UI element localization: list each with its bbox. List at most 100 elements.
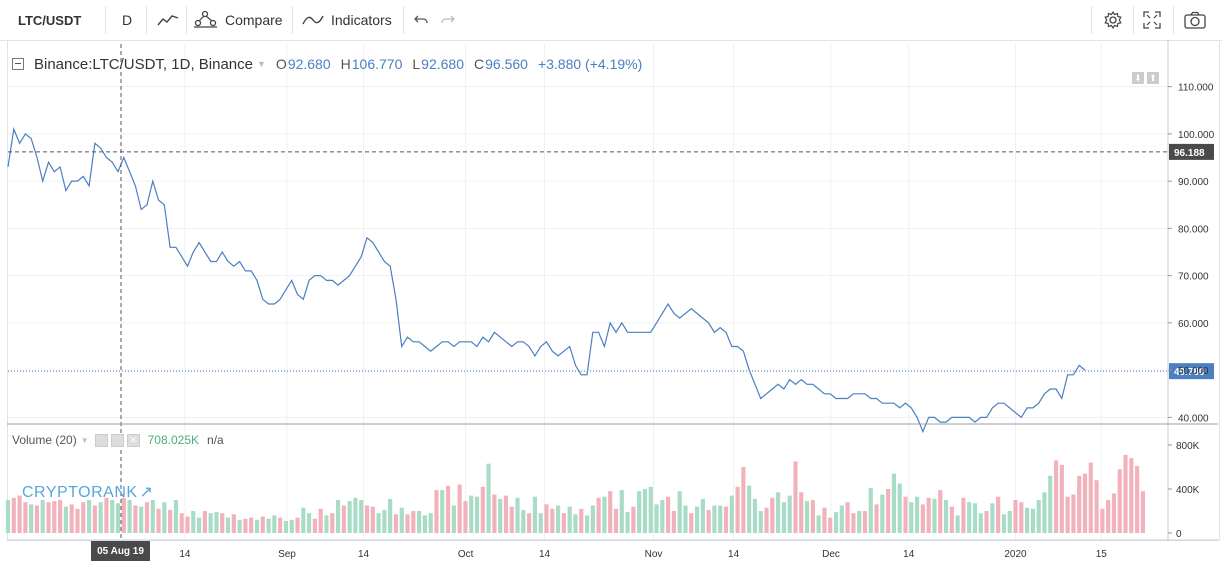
- settings-icon[interactable]: [110, 433, 124, 447]
- volume-bar: [706, 509, 711, 533]
- undo-icon: [414, 15, 428, 24]
- volume-bar: [179, 513, 184, 533]
- volume-bar: [46, 502, 51, 533]
- chart-axes: 110.000 100.000 90.000 80.000 70.000 60.000 50…: [7, 40, 1218, 560]
- volume-bar: [694, 506, 700, 533]
- volume-bar: [393, 514, 399, 533]
- volume-bar: [1117, 469, 1122, 533]
- price-tick-label: 50.000: [1178, 366, 1209, 377]
- volume-tick-label: 800K: [1176, 441, 1200, 452]
- volume-bar: [434, 490, 439, 533]
- volume-bar: [886, 489, 891, 533]
- high-value: 106.770: [351, 56, 403, 72]
- time-tick-label: 15: [1096, 549, 1108, 560]
- main-legend: Binance:LTC/USDT, 1D, Binance ▼ O 92.680 …: [12, 54, 642, 74]
- close-icon[interactable]: ✕: [126, 433, 140, 447]
- volume-bar: [804, 501, 810, 533]
- collapse-legend-icon[interactable]: [12, 58, 24, 70]
- chart-style-button[interactable]: [157, 0, 179, 40]
- legend-symbol-title[interactable]: Binance:LTC/USDT, 1D, Binance: [34, 55, 253, 73]
- volume-bar: [150, 500, 155, 533]
- volume-bar: [121, 497, 126, 533]
- time-tick-label: 14: [728, 549, 740, 560]
- volume-bar: [799, 492, 804, 533]
- volume-bar: [839, 505, 844, 533]
- volume-bar: [364, 505, 370, 533]
- volume-bar: [260, 516, 265, 533]
- volume-bar: [29, 504, 34, 533]
- volume-bar: [897, 483, 902, 533]
- volume-bar: [237, 519, 242, 533]
- interval-button[interactable]: D: [122, 12, 133, 28]
- volume-bar: [307, 513, 312, 533]
- volume-bars: [5, 454, 1145, 533]
- symbol-button[interactable]: LTC/USDT: [18, 12, 82, 28]
- volume-bar: [225, 517, 231, 533]
- time-tick-label: 14: [358, 549, 370, 560]
- volume-bar: [596, 497, 601, 533]
- eye-icon[interactable]: [94, 433, 108, 447]
- volume-bar: [1094, 480, 1099, 533]
- volume-bar: [1111, 493, 1117, 533]
- volume-bar: [718, 505, 723, 533]
- volume-bar: [967, 502, 972, 533]
- indicators-icon: [302, 15, 324, 25]
- volume-bar: [278, 517, 283, 533]
- volume-title[interactable]: Volume (20): [12, 433, 77, 447]
- volume-bar: [133, 505, 138, 533]
- volume-bar: [914, 496, 920, 533]
- volume-bar: [862, 511, 868, 533]
- volume-bar: [770, 497, 775, 533]
- volume-bar: [289, 519, 294, 533]
- volume-bar: [312, 518, 317, 533]
- volume-bar: [231, 514, 236, 533]
- volume-bar: [700, 498, 705, 533]
- volume-bar: [550, 508, 555, 533]
- volume-bar: [185, 516, 190, 533]
- settings-button[interactable]: [1103, 0, 1123, 40]
- volume-bar: [590, 505, 595, 533]
- arrow-down-icon[interactable]: ⬇: [1132, 72, 1144, 84]
- volume-bar: [11, 497, 16, 533]
- volume-bar: [932, 498, 937, 533]
- redo-button[interactable]: [440, 0, 456, 40]
- volume-bar: [162, 502, 167, 533]
- volume-bar: [978, 513, 983, 533]
- volume-tick-label: 0: [1176, 529, 1182, 540]
- volume-bar: [139, 506, 144, 533]
- volume-bar: [816, 515, 821, 533]
- volume-bar: [602, 496, 607, 533]
- volume-bar: [781, 502, 786, 533]
- volume-bar: [671, 511, 676, 533]
- volume-bar: [34, 505, 40, 533]
- price-tick-label: 60.000: [1178, 319, 1209, 330]
- volume-bar: [660, 500, 665, 533]
- volume-bar: [17, 495, 22, 533]
- compare-button[interactable]: Compare: [194, 0, 283, 40]
- price-tick-label: 40.000: [1178, 413, 1209, 424]
- indicators-button[interactable]: Indicators: [302, 0, 392, 40]
- volume-bar: [972, 503, 978, 533]
- indicators-label: Indicators: [331, 12, 392, 28]
- volume-bar: [1007, 511, 1012, 533]
- volume-bar: [40, 500, 45, 533]
- volume-bar: [283, 520, 289, 533]
- volume-bar: [474, 496, 480, 533]
- volume-bar: [1065, 496, 1070, 533]
- price-tick-label: 100.000: [1178, 130, 1215, 141]
- volume-value: 708.025K: [147, 433, 200, 447]
- change-value: +3.880 (+4.19%): [537, 56, 643, 72]
- screenshot-button[interactable]: [1184, 0, 1206, 40]
- top-toolbar: LTC/USDT D Compare Indicators: [0, 0, 1222, 41]
- volume-bar: [532, 496, 538, 533]
- chevron-down-icon[interactable]: ▼: [80, 435, 89, 445]
- undo-button[interactable]: [413, 0, 429, 40]
- volume-bar: [353, 497, 358, 533]
- arrow-up-icon[interactable]: ⬆: [1147, 72, 1159, 84]
- chevron-down-icon[interactable]: ▼: [257, 59, 266, 69]
- volume-bar: [776, 492, 781, 533]
- fullscreen-button[interactable]: [1143, 0, 1161, 40]
- volume-bar: [1059, 464, 1064, 533]
- volume-bar: [909, 502, 914, 533]
